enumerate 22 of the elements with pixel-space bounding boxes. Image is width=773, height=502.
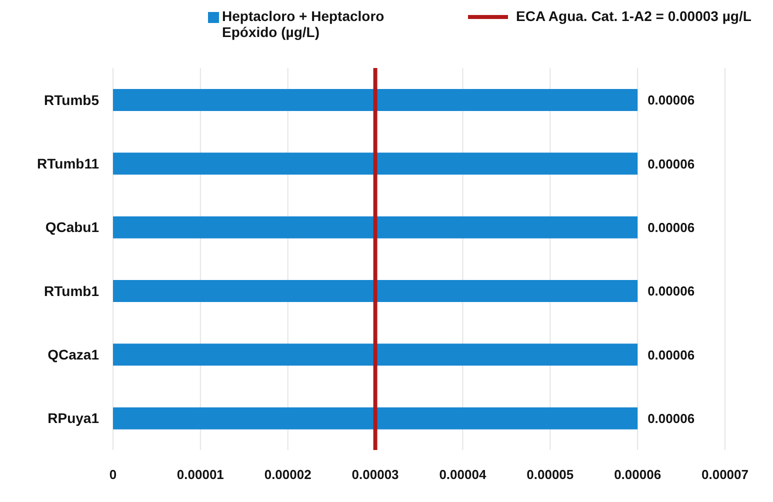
x-tick-label: 0 xyxy=(109,467,117,482)
y-tick-label: RTumb11 xyxy=(37,155,100,172)
data-label: 0.00006 xyxy=(648,347,695,362)
y-tick-label: QCaza1 xyxy=(48,346,100,362)
data-label: 0.00006 xyxy=(648,220,695,235)
x-tick-label: 0.00006 xyxy=(614,467,662,482)
data-label: 0.00006 xyxy=(648,410,695,426)
data-label: 0.00006 xyxy=(648,156,695,172)
data-label: 0.00006 xyxy=(648,284,695,299)
data-label: 0.00006 xyxy=(648,92,695,108)
y-tick-label: QCabu1 xyxy=(45,219,100,236)
legend-label: Heptacloro + Heptacloro Epóxido (µg/L) xyxy=(222,8,386,40)
x-tick-label: 0.00003 xyxy=(352,467,399,482)
x-tick-label: 0.00004 xyxy=(439,467,487,482)
y-tick-label: RTumb1 xyxy=(44,282,100,299)
y-tick-label: RTumb5 xyxy=(44,92,100,108)
legend-label: ECA Agua. Cat. 1-A2 = 0.00003 µg/L xyxy=(516,8,752,24)
y-tick-label: RPuya1 xyxy=(48,410,100,426)
x-tick-label: 0.00007 xyxy=(702,467,748,482)
x-tick-label: 0.00005 xyxy=(526,467,574,482)
x-tick-label: 0.00001 xyxy=(176,467,224,482)
x-tick-label: 0.00002 xyxy=(264,467,312,482)
